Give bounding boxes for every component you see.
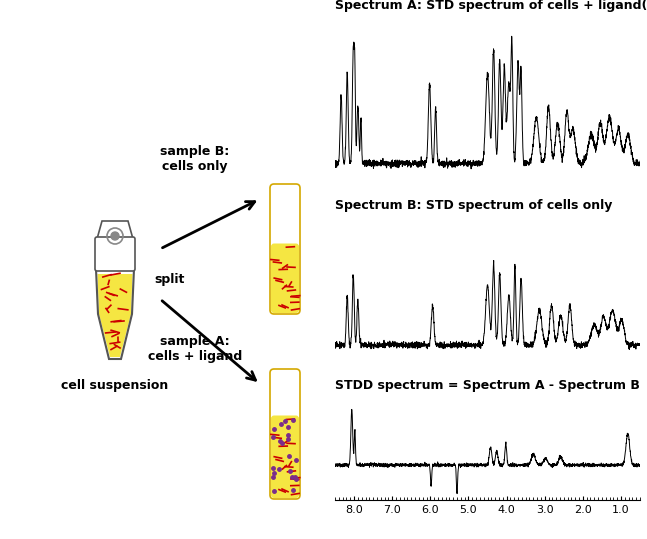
- FancyBboxPatch shape: [270, 369, 300, 499]
- FancyBboxPatch shape: [271, 244, 299, 313]
- Text: ppm: ppm: [646, 516, 647, 526]
- Circle shape: [111, 232, 119, 240]
- Text: cell suspension: cell suspension: [61, 379, 169, 392]
- Text: sample A:
cells + ligand: sample A: cells + ligand: [148, 335, 242, 363]
- Text: Spectrum A: STD spectrum of cells + ligand(s): Spectrum A: STD spectrum of cells + liga…: [335, 0, 647, 12]
- Text: STDD spectrum = Spectrum A - Spectrum B: STDD spectrum = Spectrum A - Spectrum B: [335, 379, 640, 392]
- Text: sample B:
cells only: sample B: cells only: [160, 145, 230, 173]
- Text: Spectrum B: STD spectrum of cells only: Spectrum B: STD spectrum of cells only: [335, 199, 612, 212]
- Polygon shape: [98, 274, 133, 357]
- FancyBboxPatch shape: [271, 416, 299, 498]
- FancyBboxPatch shape: [270, 184, 300, 314]
- Text: split: split: [155, 273, 185, 286]
- Polygon shape: [97, 221, 133, 239]
- FancyBboxPatch shape: [95, 237, 135, 271]
